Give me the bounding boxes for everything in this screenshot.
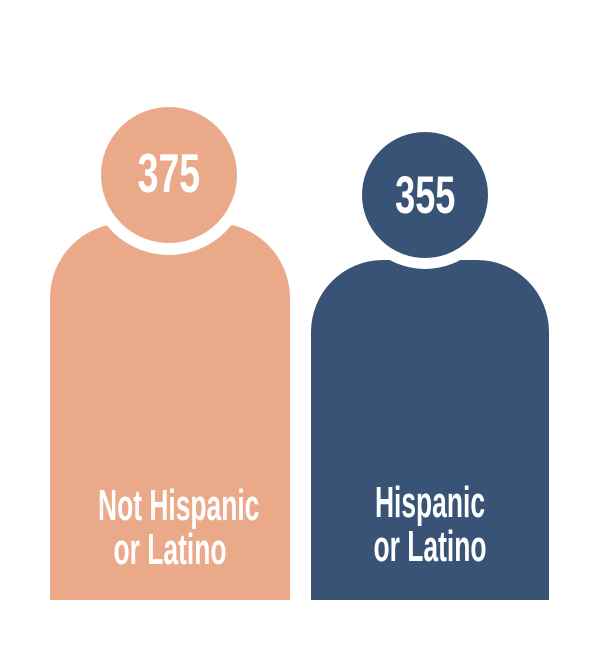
figure-label-hispanic: Hispanic or Latino (359, 481, 502, 569)
figure-body-not-hispanic (50, 223, 290, 600)
figure-label-line1: Not Hispanic (98, 481, 260, 530)
figure-head-hispanic: 355 (351, 121, 499, 269)
figure-label-line1: Hispanic (374, 478, 486, 527)
figure-body-hispanic (311, 260, 549, 600)
figure-value-not-hispanic: 375 (137, 141, 201, 204)
figure-label-line2: or Latino (113, 525, 227, 574)
figure-value-hispanic: 355 (394, 165, 456, 225)
figure-label-line2: or Latino (373, 522, 487, 571)
figure-head-not-hispanic: 375 (89, 95, 249, 255)
figure-label-not-hispanic: Not Hispanic or Latino (98, 481, 260, 574)
